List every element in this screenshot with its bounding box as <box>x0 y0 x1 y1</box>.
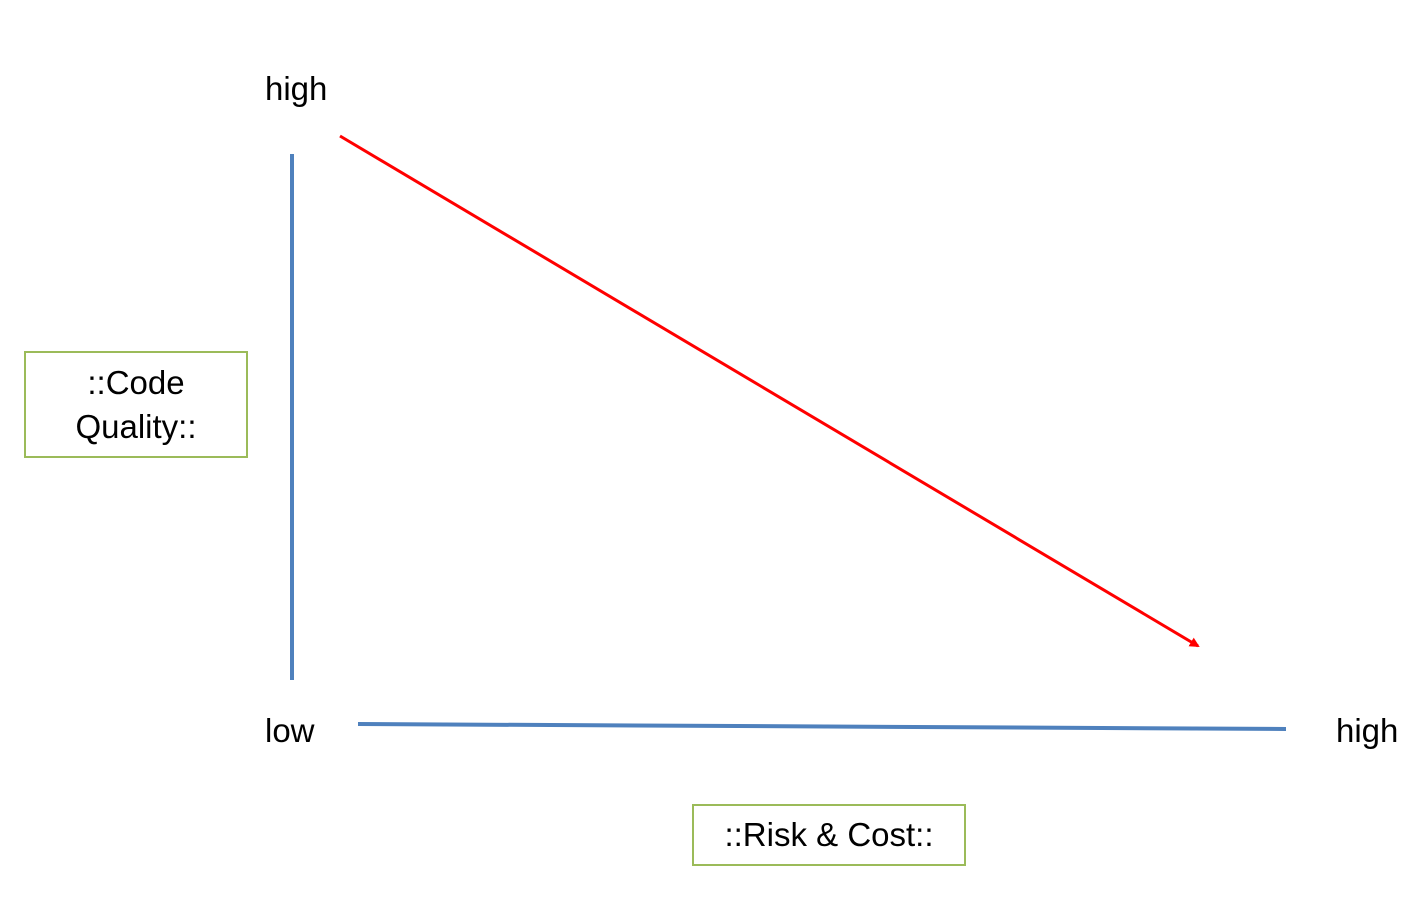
trend-arrow <box>339 134 1200 648</box>
x-axis-high-label: high <box>1336 712 1399 749</box>
x-axis-title-box: ::Risk & Cost:: <box>692 804 966 866</box>
x-axis-title: ::Risk & Cost:: <box>724 816 934 854</box>
origin-low-label: low <box>265 712 315 749</box>
y-axis-title: ::Code Quality:: <box>75 363 197 445</box>
y-axis-title-box: ::Code Quality:: <box>24 351 248 458</box>
x-axis-line <box>357 722 1287 731</box>
y-axis-high-label: high <box>265 70 328 107</box>
